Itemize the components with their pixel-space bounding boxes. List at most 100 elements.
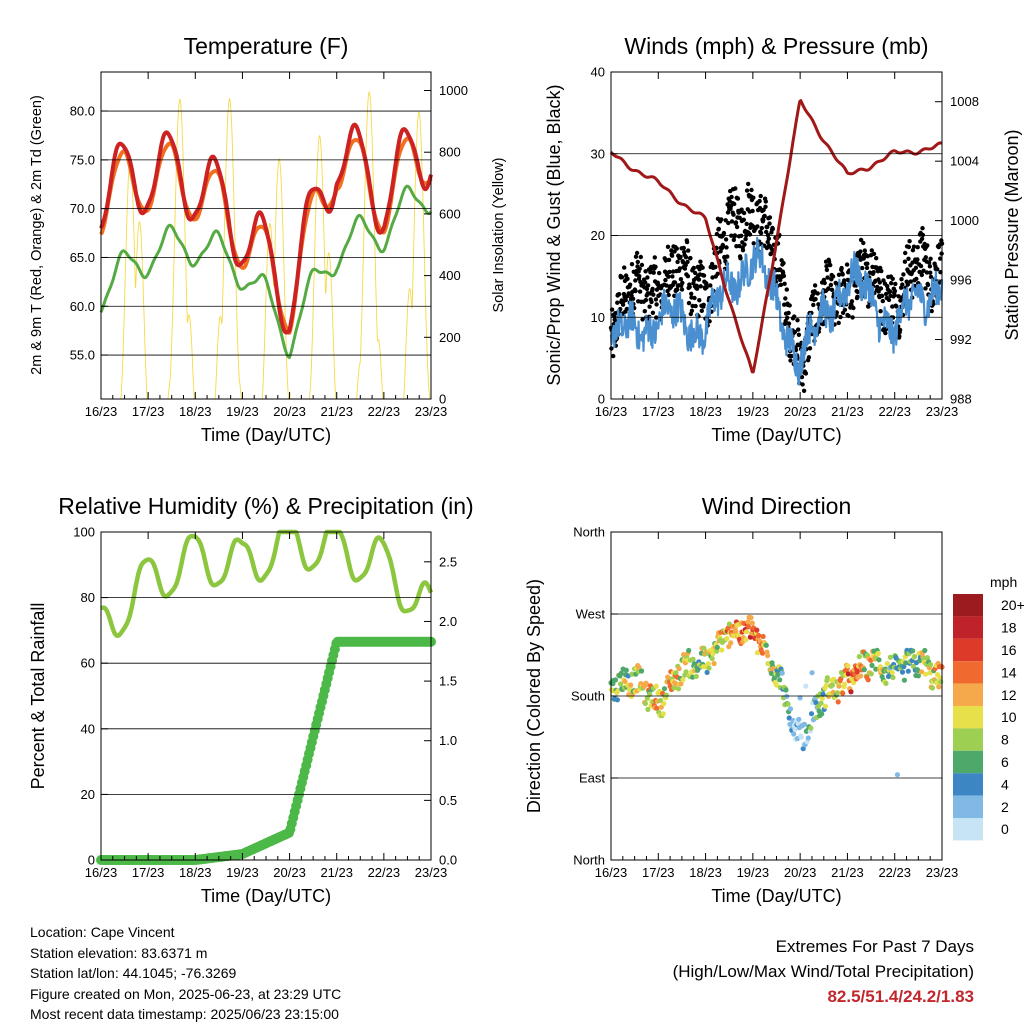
gust-point — [875, 284, 880, 290]
direction-point — [823, 683, 829, 689]
colorbar-title: mph — [990, 574, 1017, 590]
direction-point — [779, 670, 785, 676]
gust-point — [634, 250, 640, 256]
direction-point — [868, 671, 874, 677]
temperature-y2tick-label: 0 — [439, 392, 446, 407]
direction-point — [644, 695, 650, 701]
gust-point — [858, 237, 864, 243]
direction-point — [861, 667, 867, 673]
winds-ytick-label: 40 — [591, 65, 605, 80]
gust-point — [828, 262, 833, 268]
direction-point — [733, 628, 739, 635]
gust-point — [675, 259, 680, 265]
gust-point — [893, 281, 898, 287]
direction-point — [887, 654, 894, 660]
direction-point — [899, 669, 906, 675]
temperature-y2tick-label: 800 — [439, 145, 461, 160]
direction-point — [719, 647, 725, 653]
direction-point — [901, 677, 908, 683]
direction-point — [912, 653, 918, 660]
gust-point — [782, 302, 787, 307]
gust-point — [633, 254, 639, 259]
direction-point — [612, 677, 619, 683]
direction-point — [922, 647, 928, 654]
humidity-y2tick-label: 2.0 — [439, 614, 457, 629]
gust-point — [675, 287, 680, 292]
temperature-y2tick-label: 600 — [439, 206, 461, 221]
winds-xtick-label: 23/23 — [926, 404, 959, 419]
gust-point — [723, 237, 729, 242]
direction-point — [663, 692, 670, 698]
gust-point — [737, 243, 742, 249]
direction-ytick-label: East — [579, 771, 605, 786]
direction-point — [910, 648, 916, 654]
gust-point — [915, 257, 920, 262]
direction-point — [711, 660, 717, 667]
gust-point — [799, 374, 805, 380]
gust-point — [921, 268, 926, 273]
gust-point — [938, 256, 943, 261]
direction-point — [800, 746, 806, 752]
gust-point — [910, 248, 916, 253]
direction-point — [636, 664, 642, 670]
gust-point — [687, 284, 692, 290]
direction-point — [842, 681, 848, 687]
gust-point — [613, 311, 618, 316]
direction-ytick-label: North — [573, 525, 605, 540]
gust-point — [645, 275, 650, 280]
direction-point — [929, 685, 936, 691]
direction-point — [705, 661, 712, 667]
gust-point — [789, 353, 794, 359]
gust-point — [742, 242, 747, 247]
gust-point — [907, 239, 912, 244]
direction-point — [658, 697, 664, 704]
gust-point — [908, 279, 913, 284]
gust-point — [842, 307, 848, 312]
winds-y2tick-label: 1008 — [950, 94, 979, 109]
gust-point — [864, 265, 870, 271]
gust-point — [674, 246, 679, 251]
temperature-xtick-label: 20/23 — [273, 404, 306, 419]
direction-point — [849, 676, 855, 682]
gust-point — [737, 215, 742, 220]
gust-point — [620, 302, 626, 307]
gust-point — [915, 245, 920, 250]
direction-point — [660, 711, 666, 717]
direction-point — [743, 637, 749, 643]
winds-xtick-label: 21/23 — [831, 404, 864, 419]
gust-point — [840, 272, 845, 277]
gust-point — [801, 388, 807, 393]
gust-point — [923, 286, 928, 291]
temperature-y2label: Solar Insolation (Yellow) — [491, 157, 507, 312]
direction-point — [617, 681, 624, 687]
gust-point — [855, 289, 860, 295]
gust-point — [626, 291, 631, 296]
direction-point — [936, 684, 942, 690]
humidity-ytick-label: 0 — [88, 853, 95, 868]
colorbar-label: 16 — [1001, 642, 1017, 658]
gust-point — [701, 273, 707, 278]
direction-point — [639, 668, 645, 674]
direction-point — [725, 625, 731, 631]
direction-ylabel: Direction (Colored By Speed) — [524, 579, 544, 813]
direction-point — [808, 711, 815, 717]
direction-point — [865, 677, 871, 683]
gust-point — [778, 277, 783, 283]
direction-point — [835, 690, 841, 696]
direction-point — [785, 701, 791, 707]
gust-point — [666, 274, 671, 279]
gust-point — [743, 236, 748, 242]
gust-point — [875, 269, 881, 274]
gust-point — [919, 272, 924, 278]
direction-point — [924, 655, 931, 661]
station-info: Location: Cape Vincent Station elevation… — [30, 922, 341, 1025]
direction-point — [661, 701, 667, 707]
winds-title: Winds (mph) & Pressure (mb) — [624, 33, 928, 59]
humidity-line — [99, 529, 434, 639]
gust-point — [746, 181, 751, 187]
direction-xtick-label: 17/23 — [642, 865, 675, 880]
humidity-xtick-label: 19/23 — [226, 865, 259, 880]
gust-point — [860, 265, 865, 271]
gust-point — [892, 292, 897, 298]
direction-point — [854, 669, 860, 675]
